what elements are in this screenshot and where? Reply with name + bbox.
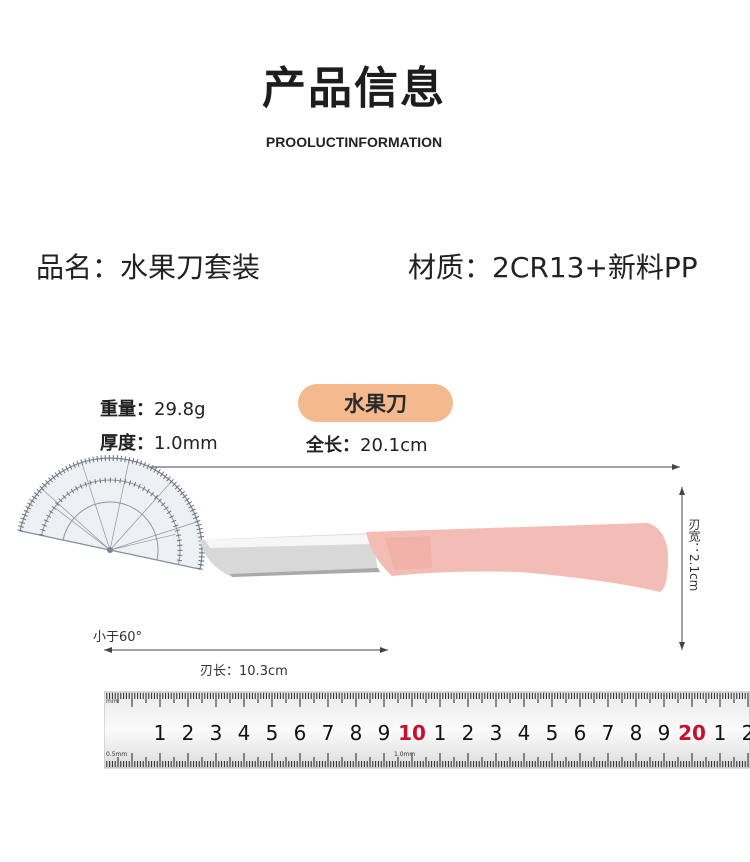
ruler-number: 3 [210, 721, 223, 745]
weight-spec: 重量：29.8g [100, 395, 206, 421]
ruler-number: 8 [350, 721, 363, 745]
ruler-unit-center: 1.0mm [394, 751, 415, 758]
total-length-label: 全长： [306, 435, 360, 456]
blade-length-spec: 刃长：10.3cm [200, 660, 288, 679]
ruler-number: 4 [238, 721, 251, 745]
knife-handle [366, 523, 668, 592]
ruler-number: 3 [490, 721, 503, 745]
thickness-label: 厚度： [100, 433, 154, 454]
ruler-number: 6 [294, 721, 307, 745]
total-length-dimension-line [104, 464, 680, 470]
blade-length-label: 刃长： [200, 664, 240, 679]
weight-value: 29.8g [154, 399, 206, 420]
blade-width-dimension-line [679, 487, 685, 650]
product-name-spec: 品名：水果刀套装 [36, 246, 260, 286]
page-title: 产品信息 [262, 63, 446, 114]
ruler: 1234567891012345678920123 mm 0.5mm 1.0mm [104, 691, 750, 769]
knife-illustration [17, 455, 685, 653]
ruler-number: 5 [266, 721, 279, 745]
ruler-unit-bottom: 0.5mm [106, 751, 127, 758]
ruler-number: 9 [658, 721, 671, 745]
ruler-number: 9 [378, 721, 391, 745]
thickness-spec: 厚度：1.0mm [100, 429, 218, 455]
ruler-ticks [106, 693, 749, 767]
ruler-number: 20 [678, 721, 706, 745]
material-spec: 材质：2CR13+新料PP [408, 246, 698, 286]
ruler-number: 1 [434, 721, 447, 745]
material-label: 材质： [408, 251, 493, 284]
protractor [17, 455, 205, 570]
ruler-number: 2 [462, 721, 475, 745]
ruler-number: 6 [574, 721, 587, 745]
ruler-number: 5 [546, 721, 559, 745]
blade-width-spec: 刃宽：2.1cm [686, 518, 703, 591]
thickness-value: 1.0mm [154, 433, 218, 454]
ruler-number: 7 [602, 721, 615, 745]
ruler-number: 1 [154, 721, 167, 745]
blade-width-value: 2.1cm [687, 554, 701, 592]
weight-label: 重量： [100, 399, 154, 420]
ruler-number: 8 [630, 721, 643, 745]
blade-length-dimension-line [104, 647, 388, 653]
ruler-number: 10 [398, 721, 426, 745]
ruler-number: 1 [714, 721, 727, 745]
angle-label: 小于60° [93, 630, 143, 645]
product-name-label: 品名： [36, 251, 121, 284]
total-length-spec: 全长：20.1cm [306, 431, 428, 457]
product-badge: 水果刀 [298, 384, 453, 422]
ruler-number: 4 [518, 721, 531, 745]
total-length-value: 20.1cm [360, 435, 428, 456]
knife-blade [200, 533, 380, 577]
ruler-number: 2 [182, 721, 195, 745]
ruler-number: 7 [322, 721, 335, 745]
blade-width-label: 刃宽： [687, 518, 701, 554]
page-subtitle: PROOLUCTINFORMATION [265, 134, 443, 150]
ruler-number: 2 [742, 721, 750, 745]
product-name-value: 水果刀套装 [120, 251, 261, 284]
material-value: 2CR13+新料PP [492, 251, 698, 284]
blade-length-value: 10.3cm [239, 664, 288, 679]
ruler-unit-top: mm [106, 698, 118, 705]
ruler-labels: 1234567891012345678920123 [154, 721, 750, 745]
